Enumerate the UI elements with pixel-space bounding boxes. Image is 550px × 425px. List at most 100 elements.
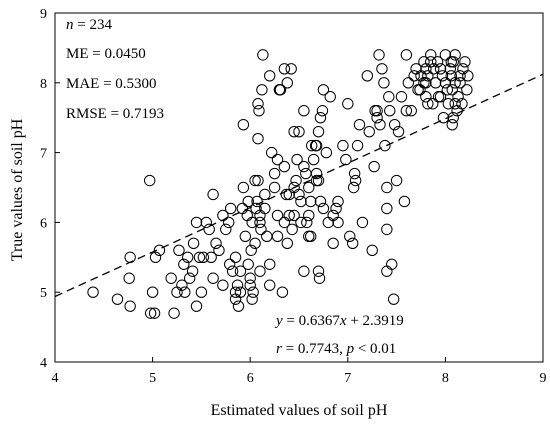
data-point xyxy=(236,202,249,215)
data-point xyxy=(242,195,254,208)
data-point xyxy=(445,70,457,82)
data-point xyxy=(418,56,430,68)
data-point xyxy=(429,77,442,89)
y-tick-label: 9 xyxy=(40,7,47,22)
stat-rmse: RMSE = 0.7193 xyxy=(66,106,164,122)
data-point xyxy=(278,63,291,75)
data-point xyxy=(337,139,349,152)
data-point xyxy=(342,98,354,110)
data-point xyxy=(445,56,457,68)
data-point xyxy=(390,174,403,187)
data-point xyxy=(253,105,265,117)
data-point xyxy=(400,49,413,61)
data-point xyxy=(187,237,200,250)
data-point xyxy=(444,63,456,75)
data-point xyxy=(264,258,276,270)
data-point xyxy=(283,188,295,201)
data-point xyxy=(244,272,256,284)
x-axis-title: Estimated values of soil pH xyxy=(211,402,388,419)
data-point xyxy=(291,153,303,166)
data-point xyxy=(290,174,302,187)
data-point xyxy=(178,258,190,270)
data-point xyxy=(312,125,325,138)
data-point xyxy=(273,84,286,96)
regression-equation: y = 0.6367x + 2.3919 xyxy=(274,313,404,329)
data-point xyxy=(165,272,177,284)
data-point xyxy=(173,244,185,257)
y-tick-label: 5 xyxy=(40,286,47,301)
data-point xyxy=(305,139,318,152)
data-point xyxy=(285,63,297,75)
data-point xyxy=(200,216,212,229)
data-point xyxy=(87,286,99,298)
regression-line xyxy=(54,73,544,298)
data-point xyxy=(261,230,273,243)
data-point xyxy=(305,230,317,243)
data-point xyxy=(383,91,395,103)
data-point xyxy=(259,188,271,201)
data-point xyxy=(207,188,219,201)
x-tick-label: 9 xyxy=(540,371,547,386)
data-point xyxy=(303,209,315,222)
y-tick-label: 7 xyxy=(40,147,47,162)
data-point xyxy=(363,125,375,138)
data-point xyxy=(378,77,390,89)
data-point xyxy=(264,279,276,291)
data-point xyxy=(288,125,300,138)
data-point xyxy=(254,265,266,277)
data-point xyxy=(293,125,305,138)
data-point xyxy=(414,84,426,96)
data-point xyxy=(371,112,383,124)
data-point xyxy=(254,216,266,229)
data-point xyxy=(182,251,194,263)
data-point xyxy=(431,56,444,68)
data-point xyxy=(459,56,471,68)
data-point xyxy=(257,49,269,61)
data-point xyxy=(265,146,278,159)
data-point xyxy=(223,216,235,229)
data-point xyxy=(395,91,408,103)
data-point xyxy=(295,195,307,208)
data-point xyxy=(300,167,312,180)
data-point xyxy=(353,118,366,131)
data-point xyxy=(381,265,393,277)
data-point xyxy=(298,265,310,277)
data-point xyxy=(310,167,323,180)
data-point xyxy=(234,286,247,298)
data-point xyxy=(249,174,261,187)
data-point xyxy=(241,209,253,222)
x-tick-label: 4 xyxy=(52,371,59,386)
data-point xyxy=(193,251,206,263)
data-point xyxy=(361,70,374,82)
x-tick-label: 7 xyxy=(344,371,351,386)
data-point xyxy=(123,272,135,284)
data-point xyxy=(434,91,447,103)
data-point xyxy=(179,286,191,298)
data-point xyxy=(281,237,293,250)
data-point xyxy=(247,286,259,298)
data-point xyxy=(111,293,124,305)
data-point xyxy=(327,209,339,222)
data-point xyxy=(332,195,344,208)
data-point xyxy=(232,300,245,312)
data-point xyxy=(374,118,386,131)
data-point xyxy=(322,216,334,229)
y-tick-label: 4 xyxy=(40,356,47,371)
data-point xyxy=(149,251,162,263)
data-point xyxy=(347,181,360,194)
data-point xyxy=(153,244,166,257)
data-point xyxy=(226,265,239,277)
data-point xyxy=(386,258,398,270)
data-point xyxy=(210,237,222,250)
data-point xyxy=(420,91,432,103)
data-point xyxy=(427,63,440,75)
data-point xyxy=(278,160,291,173)
data-point xyxy=(324,91,336,103)
data-point xyxy=(197,251,210,263)
data-point xyxy=(278,216,291,229)
data-point xyxy=(280,188,293,201)
data-point xyxy=(379,139,391,152)
data-point xyxy=(276,286,289,298)
data-point xyxy=(143,174,156,187)
